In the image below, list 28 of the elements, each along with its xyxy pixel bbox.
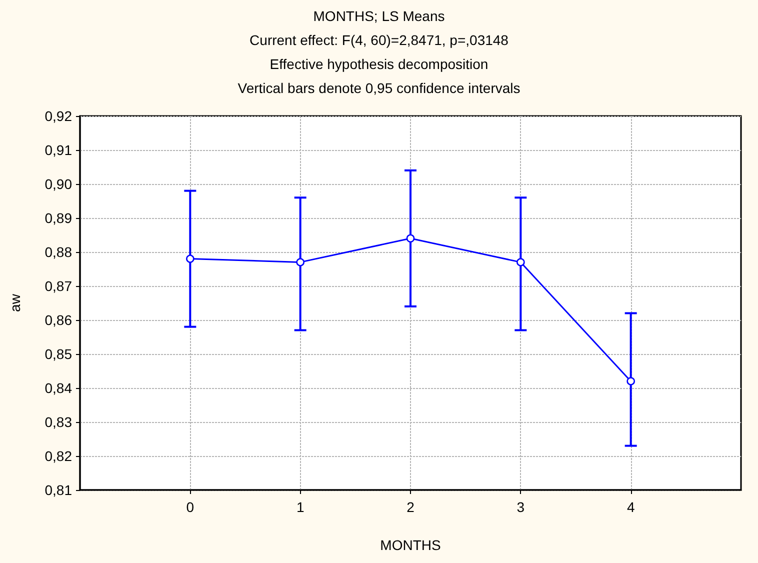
y-tick-label: 0,84 bbox=[44, 380, 72, 396]
y-tick-label: 0,92 bbox=[44, 108, 72, 124]
chart-subtitle: Current effect: F(4, 60)=2,8471, p=,03148 bbox=[250, 32, 509, 48]
y-tick-label: 0,89 bbox=[44, 210, 72, 226]
point bbox=[186, 254, 194, 263]
y-tick-label: 0,83 bbox=[44, 414, 72, 430]
point bbox=[516, 258, 525, 266]
y-tick-label: 0,85 bbox=[44, 346, 72, 362]
chart-title: MONTHS; LS Means bbox=[313, 8, 445, 24]
y-tick-label: 0,82 bbox=[44, 448, 72, 464]
x-axis-title: MONTHS bbox=[380, 537, 441, 553]
x-tick-label: 1 bbox=[296, 499, 304, 515]
y-tick-label: 0,87 bbox=[44, 278, 72, 294]
text: Vertical bars denote 0,95 confidence intervals bbox=[238, 80, 520, 96]
y-tick-label: 0,81 bbox=[44, 482, 72, 498]
y-tick-label: 0,91 bbox=[44, 142, 72, 158]
x-tick-label: 3 bbox=[516, 499, 525, 515]
x-tick-label: 4 bbox=[626, 499, 635, 515]
text: Effective hypothesis decomposition bbox=[270, 56, 488, 72]
point bbox=[296, 258, 304, 266]
y-tick-label: 0,86 bbox=[44, 312, 72, 328]
point bbox=[406, 234, 415, 243]
y-tick-label: 0,88 bbox=[44, 244, 72, 260]
y-axis-title: aw bbox=[7, 293, 23, 312]
x-tick-label: 0 bbox=[186, 499, 194, 515]
point bbox=[626, 377, 635, 386]
x-tick-label: 2 bbox=[406, 499, 415, 515]
y-tick-label: 0,90 bbox=[44, 176, 72, 192]
